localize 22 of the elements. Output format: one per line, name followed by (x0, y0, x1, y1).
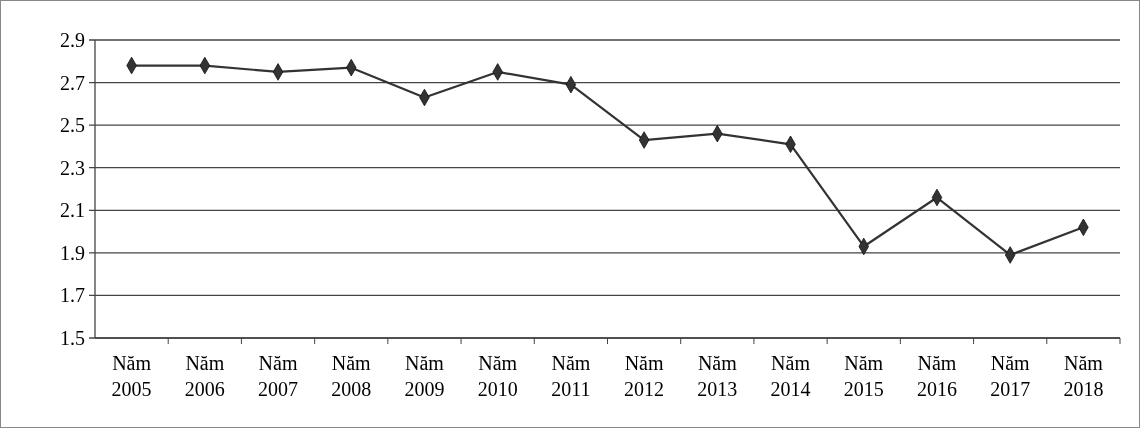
y-tick-label: 1.9 (60, 241, 85, 264)
x-tick-label: Năm 2011 (551, 352, 591, 400)
x-tick-label: Năm 2006 (184, 352, 225, 400)
x-tick-label: Năm 2007 (258, 352, 299, 400)
x-tick-label: Năm 2010 (477, 352, 518, 400)
x-tick-label: Năm 2016 (916, 352, 957, 400)
x-tick-label: Năm 2014 (770, 352, 811, 400)
x-tick-label: Năm 2012 (624, 352, 665, 400)
y-tick-label: 1.5 (60, 327, 85, 349)
y-tick-label: 1.7 (60, 284, 85, 307)
y-tick-label: 2.1 (60, 199, 85, 222)
x-tick-label: Năm 2005 (111, 352, 152, 400)
y-tick-label: 2.9 (60, 29, 85, 51)
x-tick-label: Năm 2015 (843, 352, 884, 400)
y-tick-label: 2.7 (60, 71, 85, 94)
x-tick-label: Năm 2018 (1063, 352, 1104, 400)
x-tick-label: Năm 2017 (990, 352, 1031, 400)
x-tick-label: Năm 2013 (697, 352, 738, 400)
y-tick-label: 2.3 (60, 156, 85, 179)
y-tick-label: 2.5 (60, 114, 85, 137)
x-tick-label: Năm 2009 (404, 352, 445, 400)
x-tick-label: Năm 2008 (331, 352, 372, 400)
